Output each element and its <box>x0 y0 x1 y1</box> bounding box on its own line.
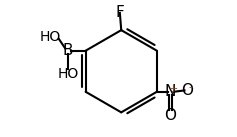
Text: +: + <box>169 84 178 94</box>
Text: B: B <box>63 43 73 58</box>
Text: O: O <box>164 108 177 123</box>
Text: O: O <box>181 83 193 98</box>
Text: HO: HO <box>57 67 78 81</box>
Text: HO: HO <box>40 30 61 44</box>
Text: N: N <box>165 84 176 99</box>
Text: -: - <box>188 82 192 92</box>
Text: F: F <box>115 5 124 20</box>
